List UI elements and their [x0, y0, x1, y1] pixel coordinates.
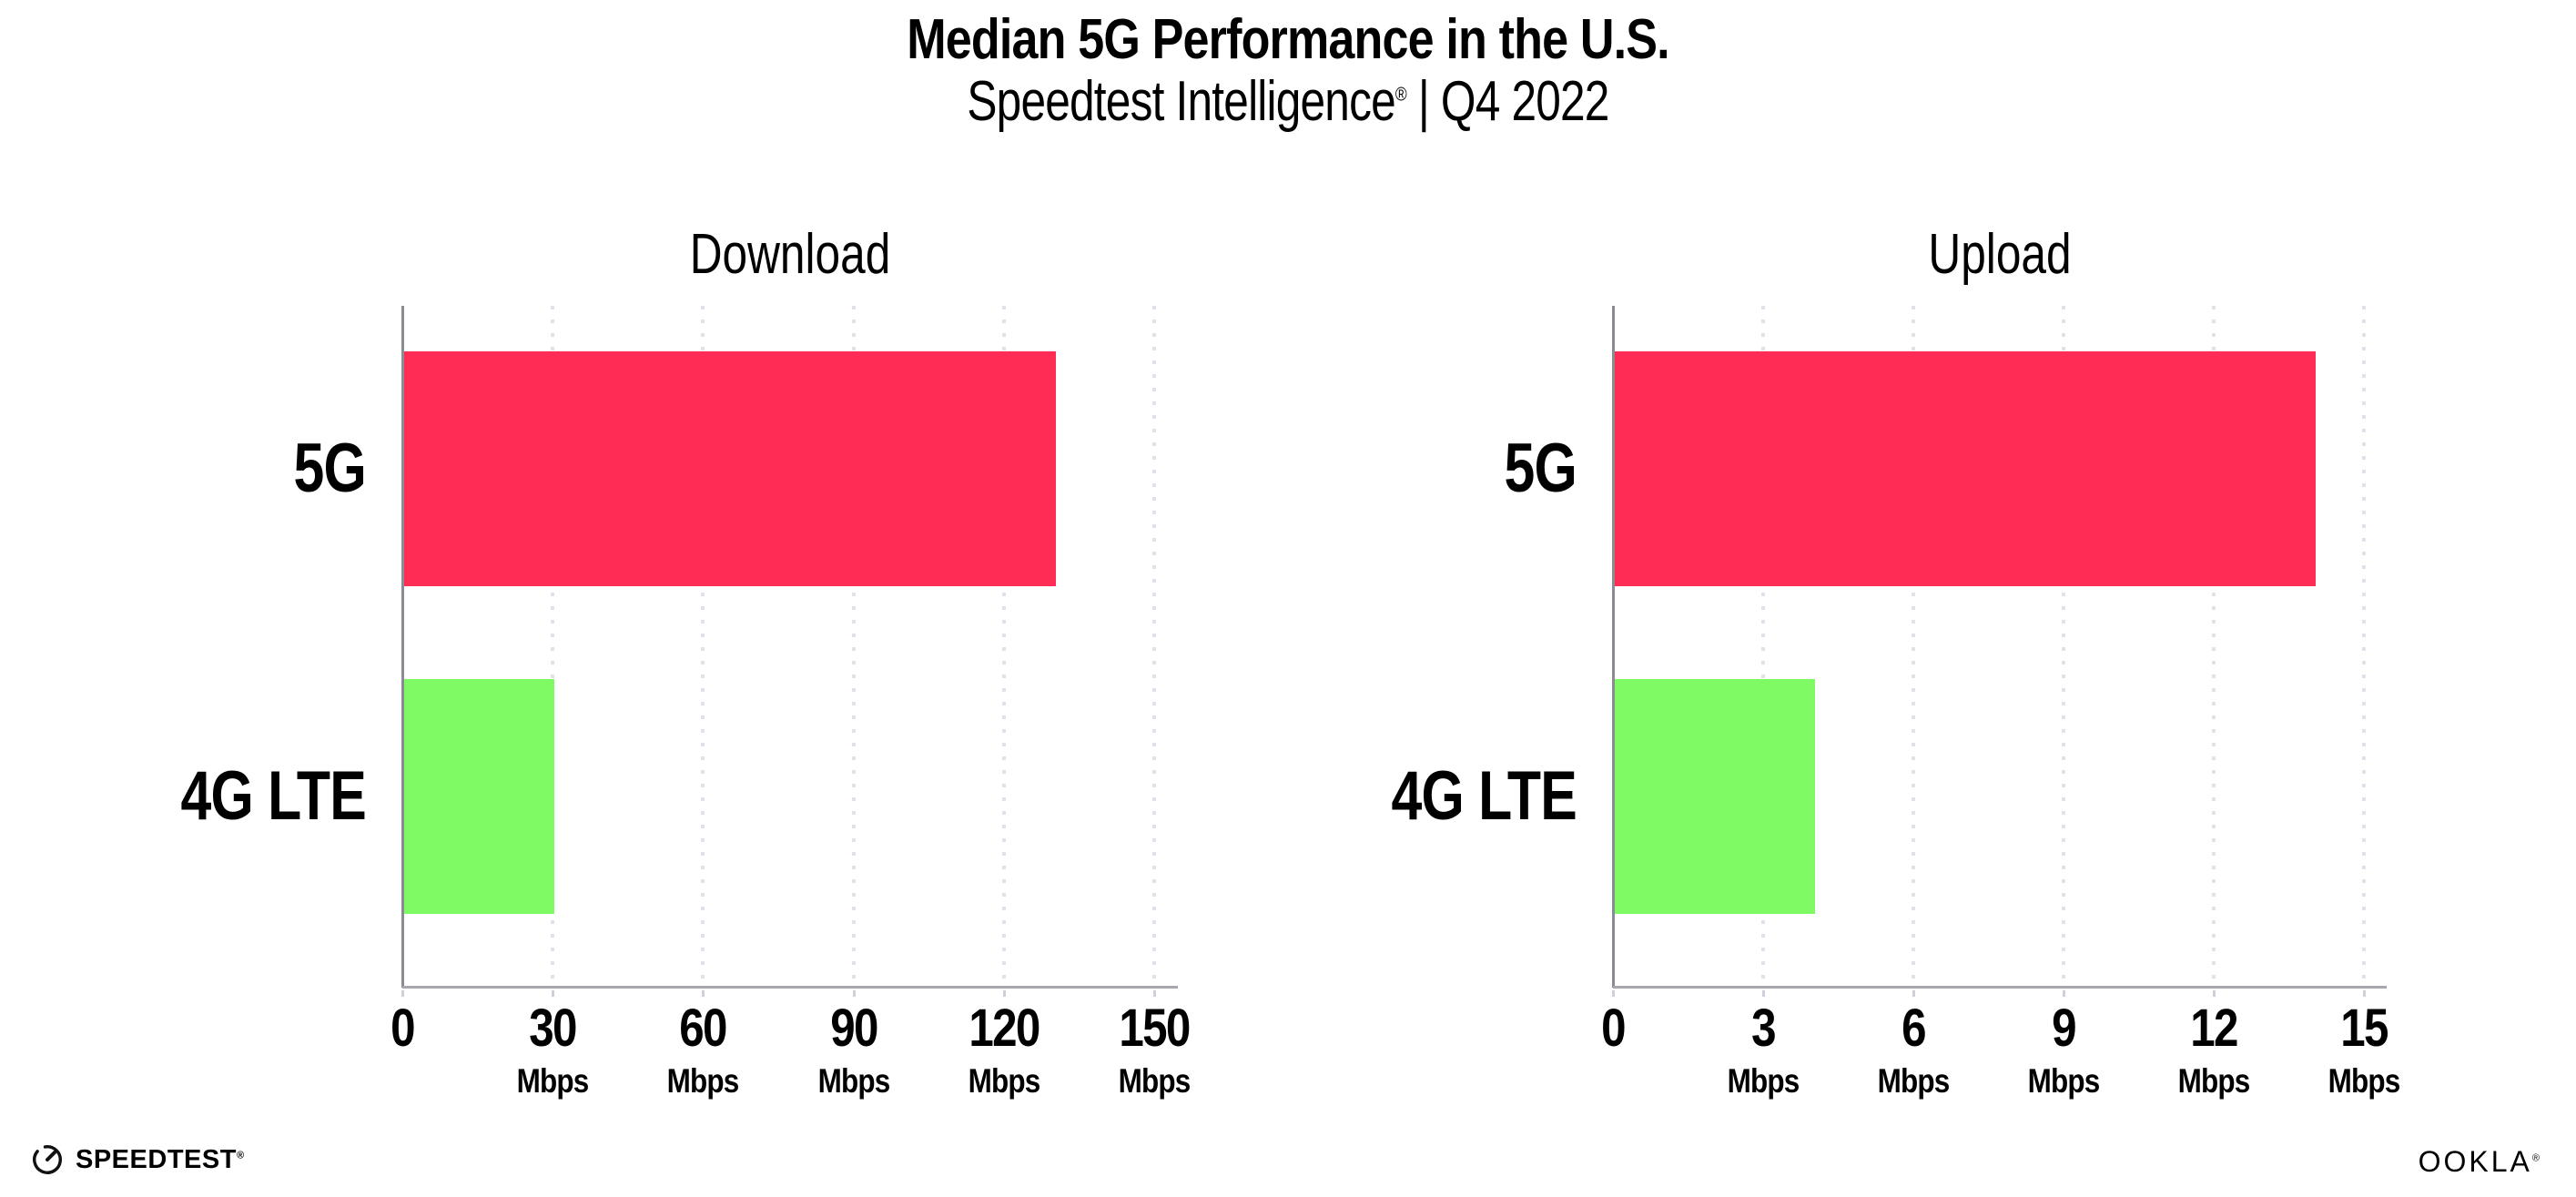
upload-bar-4g-lte — [1615, 679, 1815, 914]
gridline-9 — [2062, 306, 2065, 988]
x-tick-mark-0 — [1612, 990, 1615, 997]
x-tick-label-3: 3 Mbps — [1670, 999, 1856, 1100]
gridline-60 — [701, 306, 705, 988]
category-label-4g-lte: 4G LTE — [1391, 757, 1577, 835]
page-title: Median 5G Performance in the U.S. — [907, 8, 1669, 71]
panel-download: Download 0 30 Mbps 60 Mbps 90 Mbps 120 Mbps 150 Mbp… — [180, 223, 1191, 1098]
x-tick-unit: Mbps — [817, 1062, 891, 1100]
x-tick-label-9: 9 Mbps — [1971, 999, 2156, 1100]
ookla-wordmark: OOKLA — [2418, 1145, 2532, 1178]
x-tick-value: 60 — [679, 999, 727, 1058]
registered-mark: ® — [236, 1149, 245, 1161]
category-label-5g: 5G — [1504, 430, 1577, 507]
x-tick-mark-9 — [2063, 990, 2065, 997]
download-bar-4g-lte — [404, 679, 554, 914]
subtitle-period: | Q4 2022 — [1405, 70, 1610, 133]
gridline-120 — [1002, 306, 1006, 988]
x-tick-label-60: 60 Mbps — [610, 999, 796, 1100]
x-tick-label-30: 30 Mbps — [460, 999, 645, 1100]
gridline-30 — [551, 306, 554, 988]
x-tick-unit: Mbps — [1118, 1062, 1192, 1100]
page-subtitle: Speedtest Intelligence® | Q4 2022 — [258, 69, 2318, 134]
x-tick-mark-3 — [1762, 990, 1765, 997]
x-tick-mark-6 — [1912, 990, 1915, 997]
registered-mark: ® — [1394, 82, 1407, 106]
download-bar-5g — [404, 351, 1056, 586]
x-tick-mark-12 — [2213, 990, 2216, 997]
x-tick-unit: Mbps — [1727, 1062, 1800, 1100]
x-tick-unit: Mbps — [2177, 1062, 2251, 1100]
subtitle-brand: Speedtest Intelligence — [967, 70, 1395, 133]
x-tick-label-12: 12 Mbps — [2121, 999, 2307, 1100]
category-label-5g: 5G — [293, 430, 366, 507]
x-tick-value: 3 — [1751, 999, 1776, 1058]
panel-upload: Upload 0 3 Mbps 6 Mbps 9 Mbps 12 Mbps 15 Mbps 5G 4G L… — [1391, 223, 2400, 1098]
gridline-3 — [1761, 306, 1765, 988]
x-tick-label-120: 120 Mbps — [911, 999, 1097, 1100]
x-tick-mark-120 — [1003, 990, 1006, 997]
gridline-90 — [852, 306, 856, 988]
x-tick-mark-150 — [1153, 990, 1156, 997]
registered-mark: ® — [2531, 1152, 2542, 1164]
x-tick-unit: Mbps — [968, 1062, 1041, 1100]
upload-bar-5g — [1615, 351, 2316, 586]
x-tick-label-0: 0 — [1520, 1002, 1706, 1055]
x-tick-value: 6 — [1902, 999, 1926, 1058]
x-tick-value: 30 — [529, 999, 577, 1058]
x-tick-value: 0 — [390, 999, 415, 1058]
x-axis-line — [1613, 986, 2387, 989]
x-tick-unit: Mbps — [2328, 1062, 2401, 1100]
x-tick-value: 90 — [830, 999, 878, 1058]
x-tick-unit: Mbps — [1877, 1062, 1951, 1100]
x-tick-unit: Mbps — [516, 1062, 590, 1100]
x-tick-label-0: 0 — [309, 1002, 495, 1055]
x-tick-value: 9 — [2052, 999, 2076, 1058]
x-tick-unit: Mbps — [2027, 1062, 2101, 1100]
x-tick-unit: Mbps — [666, 1062, 740, 1100]
gridline-150 — [1152, 306, 1156, 988]
category-label-4g-lte: 4G LTE — [180, 757, 366, 835]
x-tick-mark-60 — [702, 990, 705, 997]
x-tick-value: 12 — [2190, 999, 2238, 1058]
y-axis-line — [401, 306, 404, 988]
ookla-logo: OOKLA® — [2419, 1145, 2542, 1179]
x-tick-value: 150 — [1119, 999, 1191, 1058]
gridline-12 — [2212, 306, 2216, 988]
y-axis-line — [1612, 306, 1615, 988]
x-tick-mark-0 — [401, 990, 404, 997]
gridline-6 — [1912, 306, 1915, 988]
panel-title-upload: Upload — [1928, 223, 2072, 286]
x-tick-mark-90 — [853, 990, 856, 997]
x-tick-mark-15 — [2363, 990, 2366, 997]
x-axis-line — [402, 986, 1178, 989]
x-tick-label-15: 15 Mbps — [2271, 999, 2457, 1100]
speedtest-wordmark: SPEEDTEST® — [76, 1144, 245, 1174]
gridline-15 — [2362, 306, 2366, 988]
x-tick-label-90: 90 Mbps — [761, 999, 947, 1100]
panel-title-download: Download — [689, 223, 891, 286]
x-tick-mark-30 — [552, 990, 554, 997]
speedtest-gauge-icon — [30, 1142, 65, 1177]
x-tick-value: 120 — [969, 999, 1040, 1058]
x-tick-label-6: 6 Mbps — [1820, 999, 2006, 1100]
x-tick-value: 15 — [2340, 999, 2388, 1058]
speedtest-logo: SPEEDTEST® — [30, 1141, 245, 1178]
x-tick-label-150: 150 Mbps — [1061, 999, 1247, 1100]
x-tick-value: 0 — [1601, 999, 1626, 1058]
